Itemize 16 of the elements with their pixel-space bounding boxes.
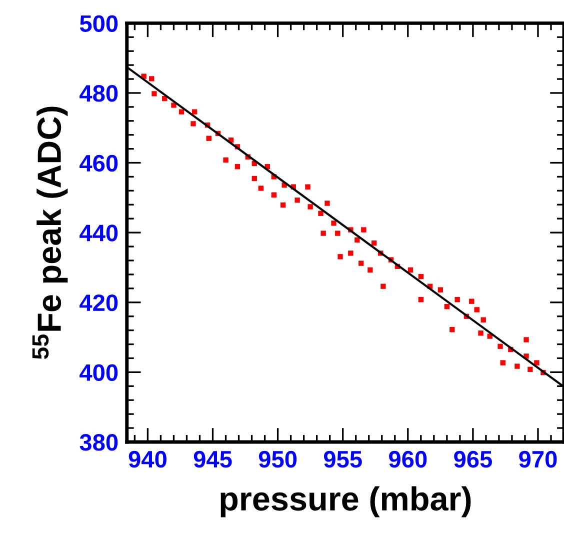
- x-tick-label: 940: [128, 450, 166, 468]
- y-tick-label: 420: [80, 294, 118, 312]
- y-tick-label: 440: [80, 224, 118, 242]
- x-tick-label: 950: [258, 450, 297, 468]
- x-tick-label: 965: [454, 450, 492, 468]
- x-tick-label: 970: [519, 450, 557, 468]
- y-tick-label: 500: [80, 15, 118, 32]
- y-tick-label: 380: [80, 434, 118, 451]
- y-tick-label: 480: [80, 85, 118, 102]
- x-tick-label: 960: [389, 450, 427, 468]
- x-axis-title: pressure (mbar): [220, 486, 471, 518]
- x-tick-label: 955: [324, 450, 362, 468]
- y-tick-label: 460: [80, 154, 118, 172]
- y-tick-label: 400: [80, 364, 118, 381]
- x-tick-label: 945: [194, 450, 232, 468]
- y-axis-title: $^{55}$Fe peak (ADC): [32, 106, 68, 360]
